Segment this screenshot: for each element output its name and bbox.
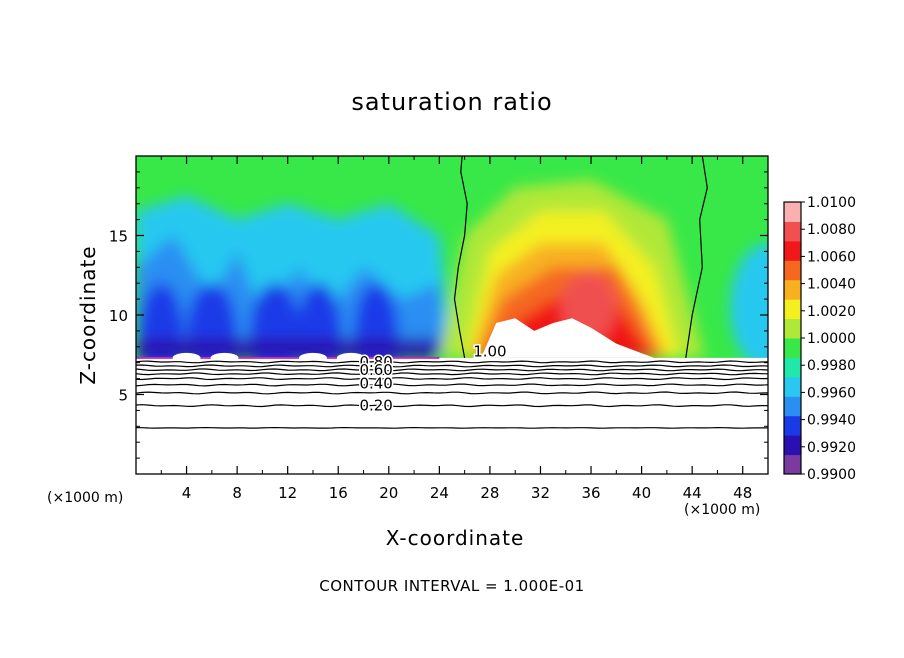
contour-line-saturation-left [453,156,468,359]
colorbar-swatch [784,202,801,222]
colorbar-label: 0.9980 [807,358,856,374]
contour-line-saturation-right [685,156,708,358]
x-unit-label-right: (×1000 m) [684,502,761,518]
x-tick-label: 24 [430,484,449,502]
colorbar-label: 1.0040 [807,277,856,293]
y-tick-label: 10 [109,307,128,325]
colorbar-swatch [784,454,801,475]
colorbar-swatch [784,396,801,417]
x-tick-label: 4 [182,484,192,502]
x-tick-label: 8 [232,484,242,502]
colorbar-swatch [784,221,801,242]
colorbar-label: 0.9900 [807,467,856,483]
contour-label: 0.20 [359,397,392,415]
saturation-field [136,156,768,474]
contour-interval-note: CONTOUR INTERVAL = 1.000E-01 [319,577,585,595]
base-bump [210,352,239,363]
x-tick-label: 12 [278,484,297,502]
x-axis-label: X-coordinate [385,526,525,550]
contour-lines [136,156,768,429]
colorbar-swatch [784,435,801,456]
base-bump [172,352,201,363]
colorbar-label: 0.9920 [807,440,856,456]
colorbar-swatch [784,338,801,358]
field-strip-darkblue [136,338,440,358]
contour-line-horizontal [136,368,768,372]
base-bump [336,352,365,363]
colorbar-label: 1.0000 [807,331,856,347]
colorbar-swatch [784,299,801,320]
colorbar-swatch [784,357,801,378]
contour-label: 0.40 [359,374,392,392]
x-tick-label: 16 [329,484,348,502]
colorbar-swatch [784,240,801,261]
contour-line-horizontal [136,364,768,368]
contour-line-horizontal [136,383,768,387]
y-tick-label: 15 [109,228,128,246]
contour-line-horizontal [136,391,768,395]
contour-line-horizontal [136,372,768,376]
y-axis-label: Z-coordinate [76,245,100,385]
chart-title: saturation ratio [351,88,553,116]
contour-line-horizontal [136,377,768,381]
field-region-right-cyan [730,243,768,371]
contour-label: 1.00 [473,343,506,361]
contour-line-horizontal [136,404,768,408]
colorbar-label: 1.0080 [807,222,856,238]
contour-line-horizontal [136,360,768,364]
colorbar-swatch [784,376,801,397]
base-bump [298,352,327,363]
x-tick-label: 40 [632,484,651,502]
colorbar-label: 0.9940 [807,413,856,429]
x-tick-label: 20 [379,484,398,502]
colorbar-swatch [784,415,801,436]
contour-line-horizontal [136,426,768,429]
colorbar-swatch [784,260,801,281]
x-tick-label: 44 [683,484,702,502]
colorbar-label: 1.0020 [807,304,856,320]
x-tick-label: 32 [531,484,550,502]
contour-label: 0.80 [359,353,392,371]
y-tick-label: 5 [118,387,128,405]
colorbar-label: 1.0100 [807,195,856,211]
x-tick-label: 36 [581,484,600,502]
colorbar-swatch [784,279,801,300]
x-tick-label: 28 [480,484,499,502]
cloud-interior [481,318,655,358]
colorbar-label: 1.0060 [807,249,856,265]
x-unit-label-left: (×1000 m) [47,490,124,506]
colorbar-swatch [784,318,801,339]
contour-label: 0.60 [359,361,392,379]
x-tick-label: 48 [733,484,752,502]
below-base-region [136,357,768,474]
colorbar-label: 0.9960 [807,385,856,401]
